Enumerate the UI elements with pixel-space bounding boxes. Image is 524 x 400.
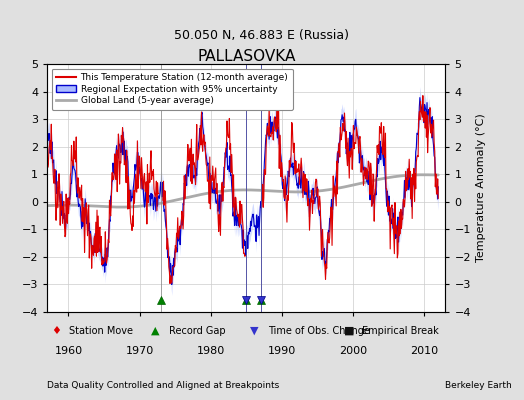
Text: 1970: 1970 (125, 346, 154, 356)
Text: 2000: 2000 (339, 346, 367, 356)
Text: Data Quality Controlled and Aligned at Breakpoints: Data Quality Controlled and Aligned at B… (47, 381, 279, 390)
Text: 50.050 N, 46.883 E (Russia): 50.050 N, 46.883 E (Russia) (174, 29, 350, 42)
Legend: This Temperature Station (12-month average), Regional Expectation with 95% uncer: This Temperature Station (12-month avera… (52, 68, 293, 110)
Text: Empirical Break: Empirical Break (362, 326, 439, 336)
Text: Station Move: Station Move (69, 326, 133, 336)
Text: ■: ■ (344, 326, 354, 336)
Text: Time of Obs. Change: Time of Obs. Change (268, 326, 370, 336)
Text: 1960: 1960 (54, 346, 83, 356)
Text: 2010: 2010 (410, 346, 438, 356)
Text: 1990: 1990 (268, 346, 296, 356)
Text: ▲: ▲ (151, 326, 159, 336)
Title: PALLASOVKA: PALLASOVKA (197, 49, 296, 64)
Text: Record Gap: Record Gap (169, 326, 225, 336)
Text: ▼: ▼ (250, 326, 259, 336)
Text: ♦: ♦ (51, 326, 61, 336)
Text: Berkeley Earth: Berkeley Earth (445, 381, 512, 390)
Y-axis label: Temperature Anomaly (°C): Temperature Anomaly (°C) (476, 114, 486, 262)
Text: 1980: 1980 (196, 346, 225, 356)
